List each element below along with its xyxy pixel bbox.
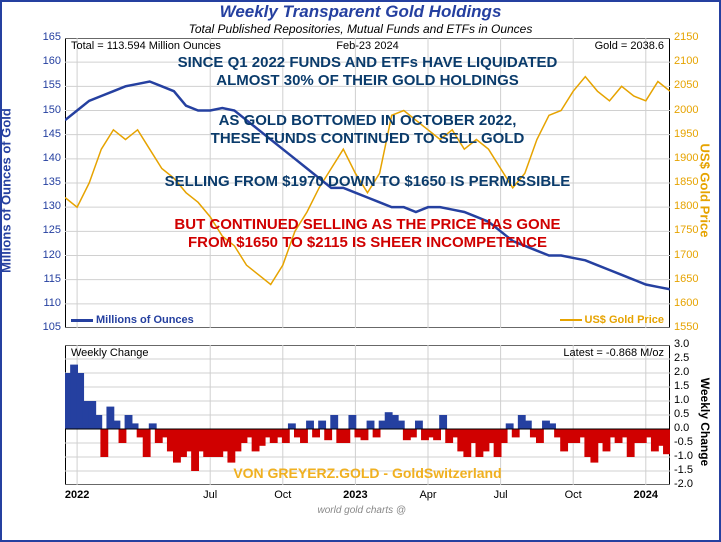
bar-tick: -0.5 [674, 436, 693, 448]
annotation-text: THESE FUNDS CONTINUED TO SELL GOLD [65, 130, 670, 147]
annotation-text: ALMOST 30% OF THEIR GOLD HOLDINGS [65, 72, 670, 89]
x-tick: Oct [274, 489, 291, 501]
weekly-change-label: Weekly Change [71, 347, 148, 359]
right-tick: 1900 [674, 152, 698, 164]
right-tick: 2000 [674, 104, 698, 116]
right-tick: 2050 [674, 79, 698, 91]
left-axis-label: Millions of Ounces of Gold [0, 91, 14, 291]
main-chart: Total = 113.594 Million Ounces Feb-23 20… [65, 38, 670, 328]
left-tick: 105 [43, 321, 61, 333]
left-tick: 135 [43, 176, 61, 188]
source-label: world gold charts @ [318, 505, 407, 516]
legend-price-label: US$ Gold Price [585, 314, 664, 326]
left-tick: 120 [43, 249, 61, 261]
bar-tick: 3.0 [674, 338, 689, 350]
latest-label: Latest = -0.868 M/oz [563, 347, 664, 359]
x-tick: 2023 [343, 489, 367, 501]
legend-holdings: Millions of Ounces [71, 314, 194, 326]
right-axis-label: US$ Gold Price [698, 91, 713, 291]
annotation-text: AS GOLD BOTTOMED IN OCTOBER 2022, [65, 112, 670, 129]
right-tick: 1850 [674, 176, 698, 188]
right-tick: 1600 [674, 297, 698, 309]
right-axis-label-weekly: Weekly Change [698, 352, 712, 492]
x-tick: 2024 [634, 489, 658, 501]
x-tick: Jul [203, 489, 217, 501]
x-tick: Apr [419, 489, 436, 501]
annotations: SINCE Q1 2022 FUNDS AND ETFs HAVE LIQUID… [65, 38, 670, 328]
bar-tick: 0.5 [674, 408, 689, 420]
legend-holdings-label: Millions of Ounces [96, 314, 194, 326]
x-tick: Jul [494, 489, 508, 501]
watermark: VON GREYERZ.GOLD - GoldSwitzerland [65, 465, 670, 481]
bar-tick: 1.5 [674, 380, 689, 392]
bar-tick: -1.0 [674, 450, 693, 462]
left-tick: 110 [43, 297, 61, 309]
right-tick: 1800 [674, 200, 698, 212]
right-tick: 1950 [674, 128, 698, 140]
bar-tick: 2.0 [674, 366, 689, 378]
bar-chart: Weekly Change Latest = -0.868 M/oz VON G… [65, 345, 670, 485]
right-tick: 1650 [674, 273, 698, 285]
bar-chart-svg [65, 345, 670, 485]
bar-tick: -1.5 [674, 464, 693, 476]
right-tick: 1700 [674, 249, 698, 261]
annotation-text: FROM $1650 TO $2115 IS SHEER INCOMPETENC… [65, 234, 670, 251]
right-tick: 1750 [674, 224, 698, 236]
bar-tick: 1.0 [674, 394, 689, 406]
left-tick: 145 [43, 128, 61, 140]
left-tick: 140 [43, 152, 61, 164]
annotation-text: SINCE Q1 2022 FUNDS AND ETFs HAVE LIQUID… [65, 54, 670, 71]
left-tick: 150 [43, 104, 61, 116]
annotation-text: SELLING FROM $1970 DOWN TO $1650 IS PERM… [65, 173, 670, 190]
bar-tick: -2.0 [674, 478, 693, 490]
right-tick: 2100 [674, 55, 698, 67]
left-tick: 115 [43, 273, 61, 285]
x-tick: 2022 [65, 489, 89, 501]
left-tick: 130 [43, 200, 61, 212]
left-tick: 125 [43, 224, 61, 236]
legend-price: US$ Gold Price [560, 314, 664, 326]
right-tick: 1550 [674, 321, 698, 333]
x-tick: Oct [565, 489, 582, 501]
annotation-text: BUT CONTINUED SELLING AS THE PRICE HAS G… [65, 216, 670, 233]
left-tick: 160 [43, 55, 61, 67]
left-tick: 155 [43, 79, 61, 91]
right-tick: 2150 [674, 31, 698, 43]
bar-tick: 2.5 [674, 352, 689, 364]
left-tick: 165 [43, 31, 61, 43]
bar-tick: 0.0 [674, 422, 689, 434]
